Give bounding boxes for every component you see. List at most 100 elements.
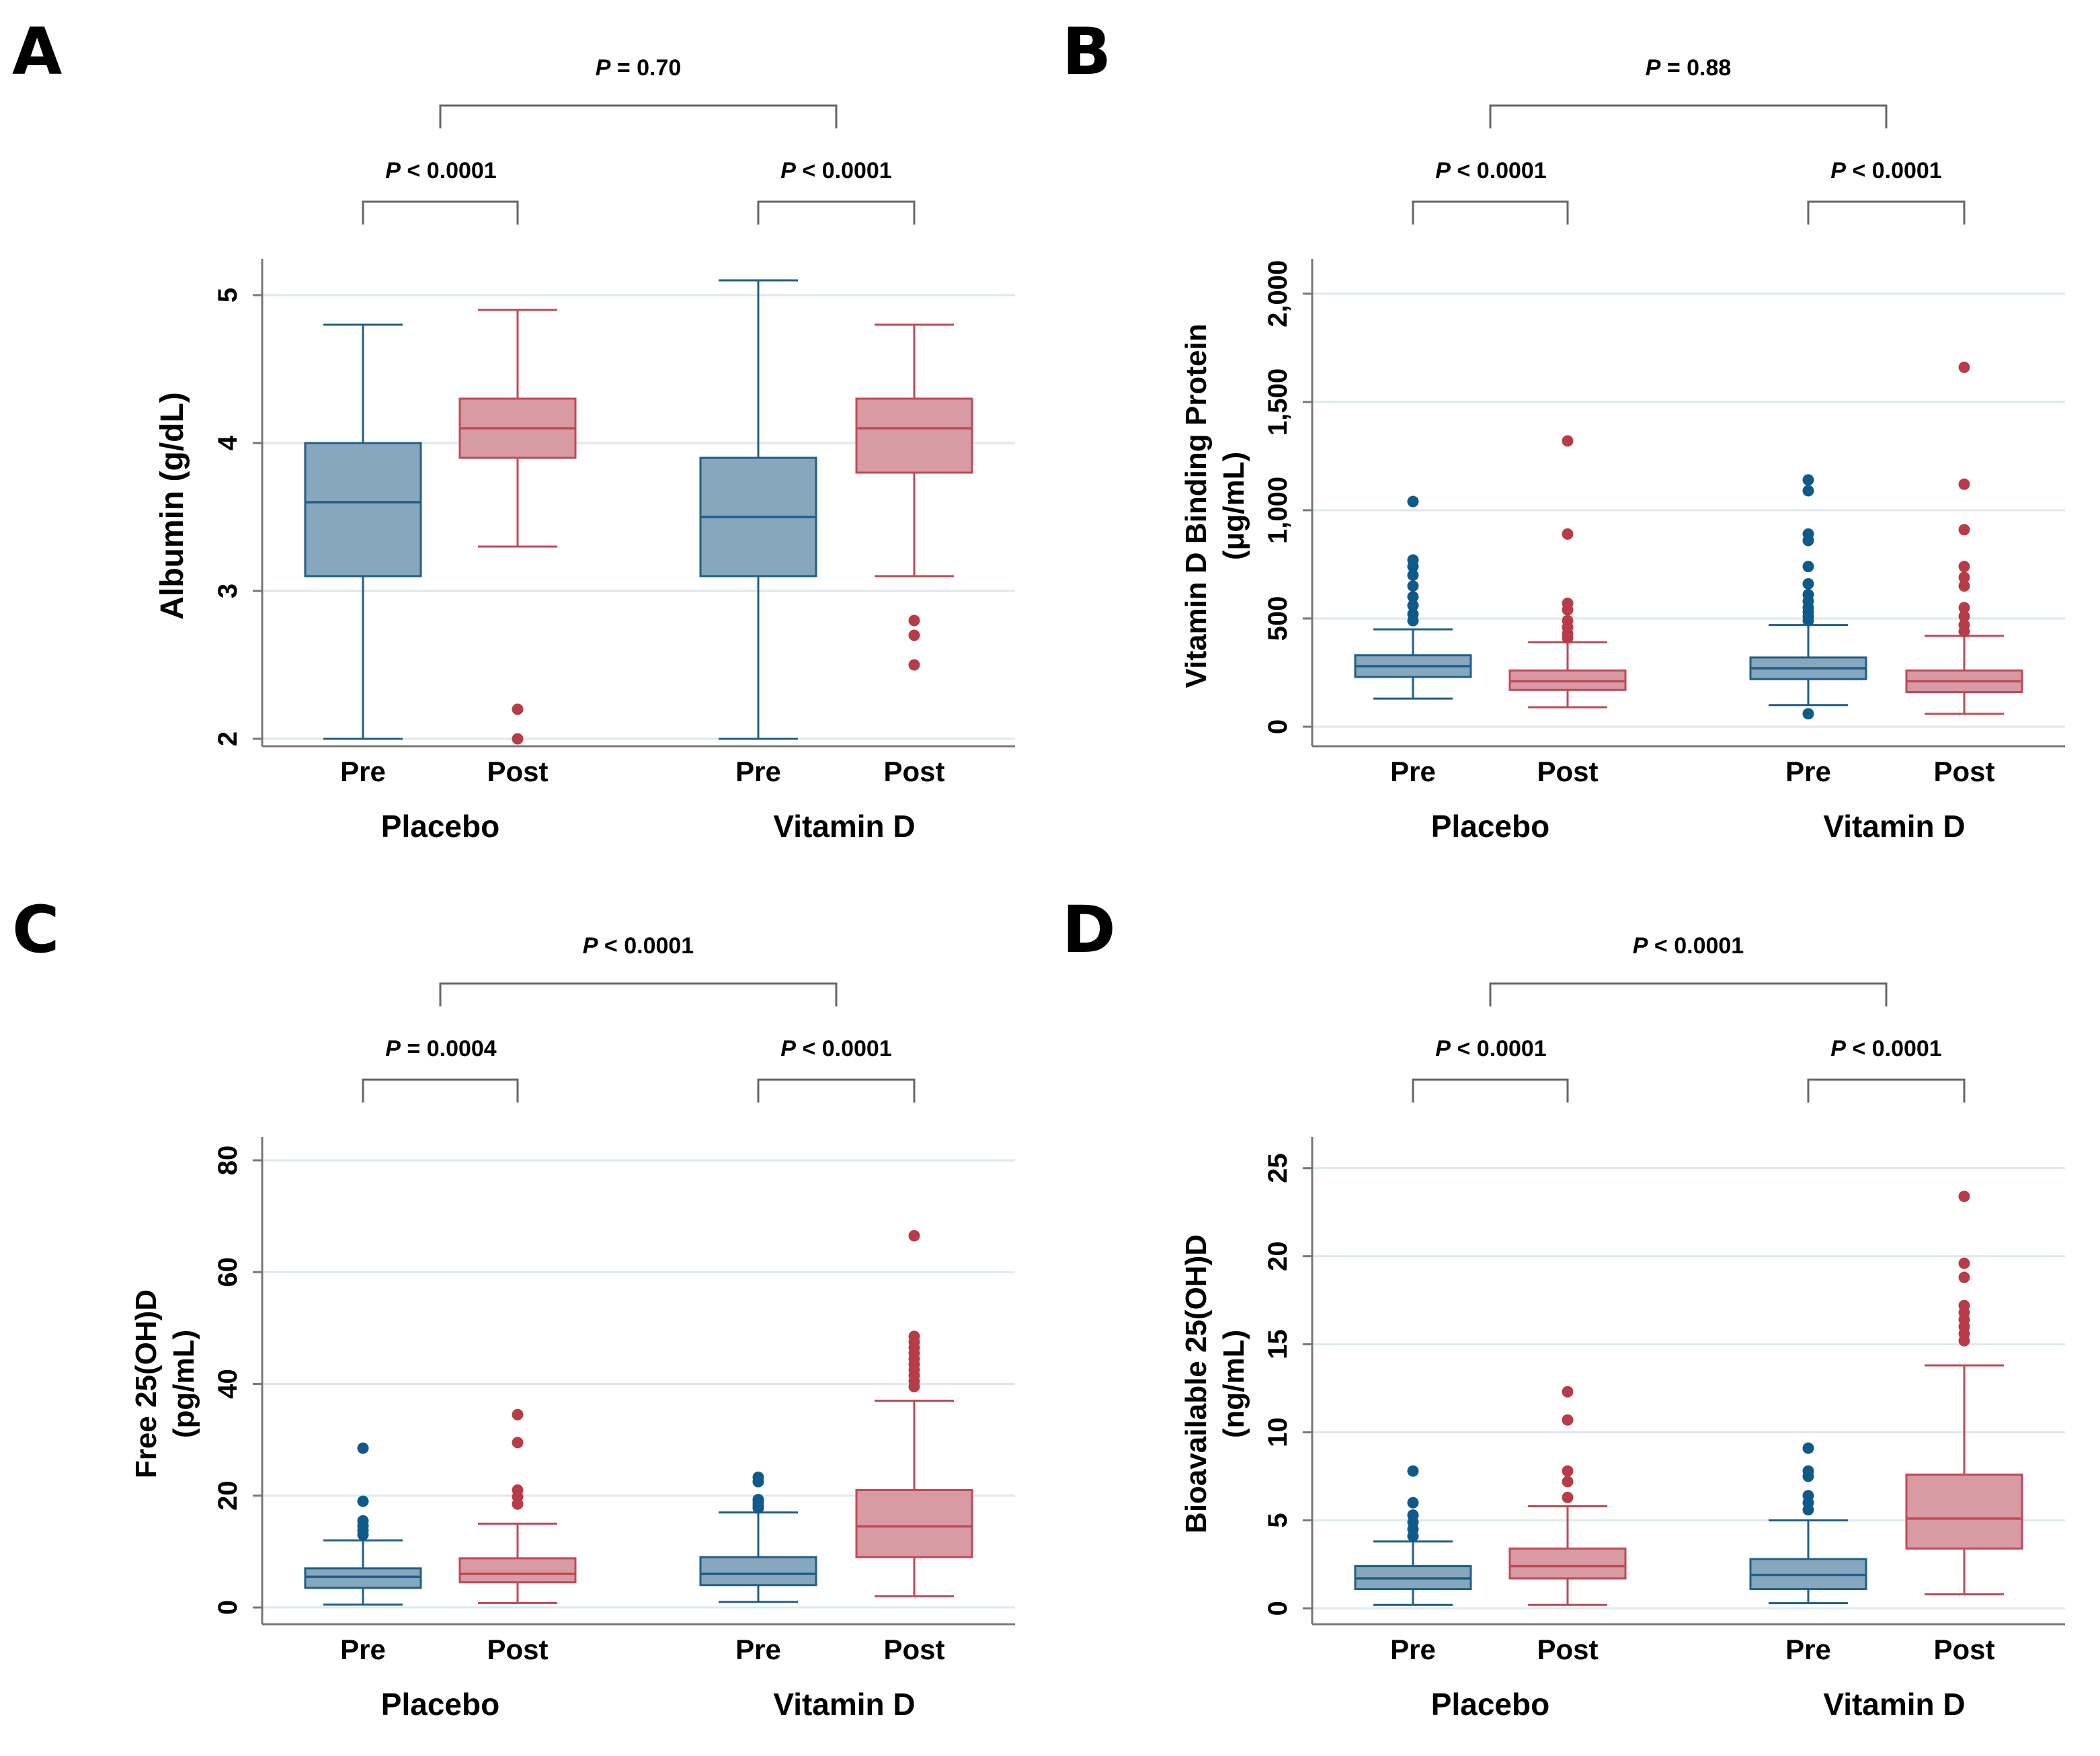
outlier-point	[1958, 361, 1970, 373]
box-vitamin-d-post	[855, 323, 973, 671]
box-iqr	[304, 1567, 422, 1589]
y-tick-label: 3	[213, 584, 243, 598]
outlier-point	[1958, 619, 1970, 631]
outlier-point	[752, 1494, 764, 1506]
x-group-label: Placebo	[381, 1687, 499, 1722]
vitamin-d-p-value: P < 0.0001	[780, 158, 891, 184]
box-iqr	[855, 397, 973, 474]
outlier-point	[1407, 591, 1419, 603]
p-value: < 0.0001	[796, 158, 892, 184]
vitamin-d-bracket	[1807, 1078, 1966, 1103]
x-category-label: Post	[487, 756, 548, 787]
box-placebo-post	[1508, 435, 1627, 709]
x-category-label: Post	[883, 1634, 944, 1665]
group-comparison-bracket	[439, 104, 838, 128]
outlier-point	[908, 629, 920, 641]
outlier-point	[1407, 495, 1419, 508]
panel-c: C 0 20 40 60 80 Free 25(OH)D (pg/mL) Pre Post Pre P…	[0, 878, 1050, 1756]
outlier-point	[1802, 1442, 1814, 1454]
placebo-bracket	[362, 200, 519, 225]
p-value: < 0.0001	[796, 1036, 892, 1062]
outlier-point	[1958, 1300, 1970, 1312]
p-value: = 0.70	[610, 55, 681, 81]
p-symbol: P	[780, 1036, 796, 1062]
outlier-point	[1562, 1491, 1574, 1503]
panel-d-chart: D 0 5 10 15 20 25 Bioavailable 25(OH)D (ng/mL) Pr…	[1062, 892, 2065, 1722]
box-vitamin-d-pre	[1749, 1442, 1867, 1605]
outlier-point	[1802, 589, 1814, 601]
outlier-point	[1407, 580, 1419, 592]
outlier-point	[1407, 600, 1419, 612]
box-iqr	[855, 1488, 973, 1558]
outlier-point	[1562, 1414, 1574, 1426]
x-category-label: Pre	[1785, 756, 1831, 787]
p-symbol: P	[780, 158, 796, 184]
outlier-point	[1958, 580, 1970, 592]
outlier-point	[1958, 1191, 1970, 1203]
box-iqr	[1508, 1547, 1627, 1580]
y-tick-label: 1,500	[1263, 368, 1293, 436]
p-value: = 0.88	[1660, 55, 1731, 81]
outlier-point	[1407, 569, 1419, 582]
p-symbol: P	[1830, 1036, 1846, 1062]
outlier-point	[752, 1471, 764, 1483]
outlier-point	[908, 659, 920, 671]
y-tick-label: 10	[1263, 1417, 1293, 1447]
x-group-label: Vitamin D	[1823, 809, 1965, 844]
placebo-p-value: P < 0.0001	[385, 158, 496, 184]
vitamin-d-p-value: P < 0.0001	[780, 1036, 891, 1062]
p-value: < 0.0001	[401, 158, 497, 184]
vitamin-d-p-value: P < 0.0001	[1830, 158, 1941, 184]
group-p-value: P = 0.88	[1646, 55, 1732, 81]
vitamin-d-bracket	[1807, 200, 1966, 225]
outlier-point	[1407, 1496, 1419, 1509]
y-tick-label: 4	[213, 435, 243, 450]
placebo-bracket	[1412, 1078, 1569, 1103]
x-category-label: Post	[487, 1634, 548, 1665]
group-comparison-bracket	[1489, 104, 1888, 128]
y-axis-label: Albumin (g/dL)	[155, 392, 190, 620]
y-tick-label: 1,000	[1263, 477, 1293, 544]
x-category-label: Post	[1933, 1634, 1994, 1665]
y-tick-label: 60	[213, 1257, 243, 1287]
y-tick-label: 5	[213, 288, 243, 303]
x-category-label: Pre	[735, 756, 781, 787]
box-vitamin-d-pre	[699, 279, 817, 740]
panel-b-chart: B 0 500 1,000 1,500 2,000 Vitamin D Binding Pr…	[1062, 14, 2065, 844]
y-tick-label: 40	[213, 1369, 243, 1399]
outlier-point	[1562, 597, 1574, 609]
outlier-point	[1407, 554, 1419, 566]
outlier-point	[1562, 528, 1574, 540]
outlier-point	[1958, 1271, 1970, 1283]
outlier-point	[1802, 1490, 1814, 1502]
p-symbol: P	[1646, 55, 1661, 81]
p-symbol: P	[1830, 158, 1846, 184]
outlier-point	[357, 1442, 369, 1454]
outlier-point	[1802, 1465, 1814, 1477]
box-iqr	[1905, 1473, 2023, 1550]
outlier-point	[1562, 1476, 1574, 1488]
y-axis-label: Bioavailable 25(OH)D	[1180, 1234, 1213, 1533]
panel-letter: A	[12, 14, 62, 89]
outlier-point	[1958, 561, 1970, 573]
outlier-point	[1802, 528, 1814, 540]
outlier-point	[1958, 602, 1970, 614]
box-placebo-post	[1508, 1386, 1627, 1606]
outlier-point	[908, 1230, 920, 1242]
panel-a: A 2 3 4 5 Albumin (g/dL) Pre Post Pre Post Placebo…	[0, 0, 1050, 878]
group-p-value: P = 0.70	[596, 55, 682, 81]
panel-b: B 0 500 1,000 1,500 2,000 Vitamin D Binding Pr…	[1050, 0, 2100, 878]
x-category-label: Pre	[1390, 1634, 1436, 1665]
outlier-point	[1958, 610, 1970, 623]
x-group-label: Vitamin D	[1823, 1687, 1965, 1722]
p-symbol: P	[596, 55, 611, 81]
outlier-point	[1802, 561, 1814, 573]
x-category-label: Post	[1537, 756, 1598, 787]
outlier-point	[908, 1330, 920, 1343]
outlier-point	[1802, 708, 1814, 720]
y-axis-label: Free 25(OH)D	[130, 1289, 163, 1478]
p-value: = 0.0004	[401, 1036, 497, 1062]
y-tick-label: 0	[1263, 719, 1293, 734]
outlier-point	[1562, 1465, 1574, 1477]
x-group-label: Placebo	[1431, 1687, 1549, 1722]
